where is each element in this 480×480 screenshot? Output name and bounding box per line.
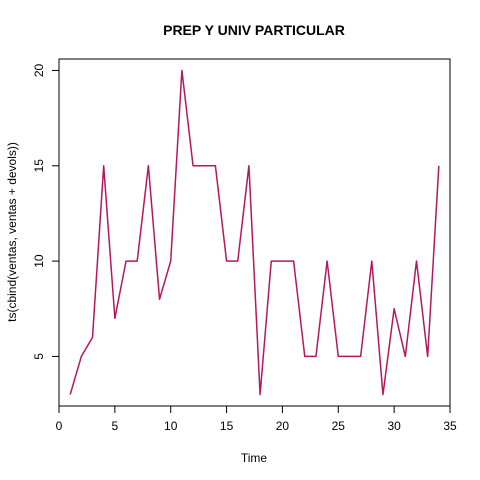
x-tick-label: 10	[164, 419, 178, 433]
y-tick-label: 10	[32, 254, 46, 268]
x-tick-label: 15	[220, 419, 234, 433]
y-tick-label: 20	[32, 63, 46, 77]
series-line-1	[69, 69, 440, 396]
x-tick-label: 5	[112, 419, 119, 433]
x-axis: 0 5 10 15 20 25 30 35	[56, 405, 457, 433]
x-axis-label: Time	[241, 451, 268, 465]
series-layer	[69, 69, 440, 396]
x-tick-label: 20	[276, 419, 290, 433]
plot-area	[58, 58, 451, 407]
y-tick-label: 15	[32, 159, 46, 173]
x-tick-label: 35	[443, 419, 457, 433]
y-axis: 5 10 15 20	[32, 63, 60, 360]
y-tick-label: 5	[32, 353, 46, 360]
x-tick-label: 30	[387, 419, 401, 433]
chart-title: PREP Y UNIV PARTICULAR	[163, 22, 345, 38]
y-axis-label: ts(cbind(ventas, ventas + devols))	[5, 142, 19, 322]
x-tick-label: 25	[332, 419, 346, 433]
x-tick-label: 0	[56, 419, 63, 433]
